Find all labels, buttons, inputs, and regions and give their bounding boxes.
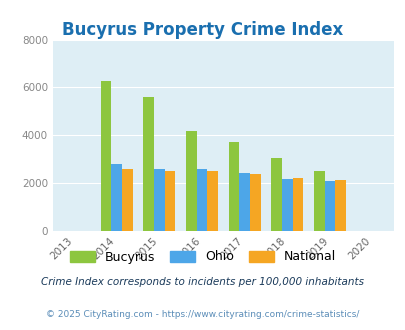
Bar	[122, 169, 132, 231]
Text: Crime Index corresponds to incidents per 100,000 inhabitants: Crime Index corresponds to incidents per…	[41, 278, 364, 287]
Bar	[281, 179, 292, 231]
Bar	[164, 171, 175, 231]
Text: © 2025 CityRating.com - https://www.cityrating.com/crime-statistics/: © 2025 CityRating.com - https://www.city…	[46, 310, 359, 319]
Bar	[100, 82, 111, 231]
Bar	[207, 171, 217, 231]
Bar	[249, 174, 260, 231]
Text: Bucyrus Property Crime Index: Bucyrus Property Crime Index	[62, 21, 343, 40]
Bar	[239, 173, 249, 231]
Bar	[185, 130, 196, 231]
Bar	[153, 169, 164, 231]
Legend: Bucyrus, Ohio, National: Bucyrus, Ohio, National	[64, 246, 341, 269]
Bar	[292, 178, 303, 231]
Bar	[196, 169, 207, 231]
Bar	[143, 97, 153, 231]
Bar	[271, 158, 281, 231]
Bar	[324, 181, 335, 231]
Bar	[335, 180, 345, 231]
Bar	[228, 143, 239, 231]
Bar	[313, 171, 324, 231]
Bar	[111, 164, 122, 231]
